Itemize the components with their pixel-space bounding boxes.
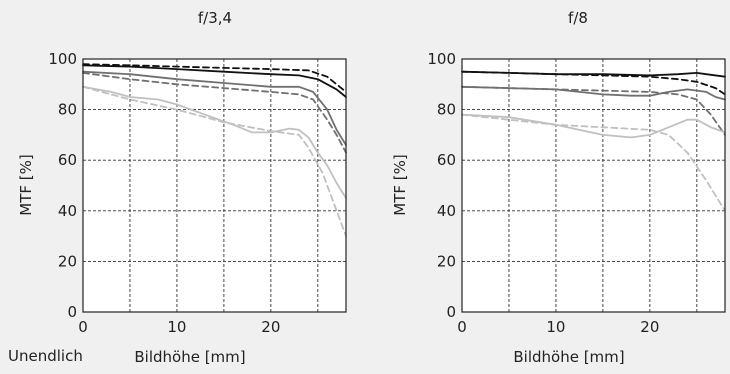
series-line-4 xyxy=(82,85,347,199)
series-line-0 xyxy=(82,63,347,93)
series-line-5 xyxy=(82,85,347,237)
series-line-1 xyxy=(461,70,726,78)
x-tick-label: 0 xyxy=(78,318,88,336)
y-tick-label: 100 xyxy=(48,50,77,68)
x-axis-label: Bildhöhe [mm] xyxy=(513,348,624,366)
y-tick-label: 0 xyxy=(446,303,456,321)
x-axis-label: Bildhöhe [mm] xyxy=(134,348,245,366)
x-tick-label: 10 xyxy=(167,318,186,336)
series-line-3 xyxy=(82,72,347,154)
footer-note-label: Unendlich xyxy=(8,347,83,365)
series-line-1 xyxy=(82,64,347,98)
y-tick-label: 20 xyxy=(437,252,456,270)
y-tick-label: 20 xyxy=(58,252,77,270)
y-tick-label: 80 xyxy=(58,101,77,119)
series-line-3 xyxy=(461,85,726,101)
y-tick-label: 40 xyxy=(437,202,456,220)
series-line-5 xyxy=(461,113,726,139)
y-tick-label: 80 xyxy=(437,101,456,119)
y-tick-label: 40 xyxy=(58,202,77,220)
y-axis-label: MTF [%] xyxy=(17,154,35,215)
chart-title: f/8 xyxy=(568,9,588,27)
plot-area xyxy=(83,59,346,312)
x-tick-label: 20 xyxy=(640,318,659,336)
plot-area xyxy=(462,59,725,312)
y-tick-label: 60 xyxy=(437,151,456,169)
plot-frame xyxy=(82,58,347,313)
x-tick-label: 0 xyxy=(457,318,467,336)
x-tick-label: 10 xyxy=(546,318,565,336)
x-tick-label: 20 xyxy=(261,318,280,336)
chart-title: f/3,4 xyxy=(198,9,232,27)
y-tick-label: 100 xyxy=(427,50,456,68)
series-line-2 xyxy=(82,70,347,146)
y-tick-label: 0 xyxy=(67,303,77,321)
y-axis-label: MTF [%] xyxy=(391,154,409,215)
chart-panel-0: 0 10 20 0 20 40 60 80 100 f/3,4 Bildhöhe [mm] MTF [… xyxy=(17,9,347,366)
plot-frame xyxy=(461,58,726,313)
y-tick-label: 60 xyxy=(58,151,77,169)
chart-panel-1: 0 10 20 0 20 40 60 80 100 f/8 Bildhöhe [mm] MTF [%] xyxy=(391,9,726,366)
series-line-4 xyxy=(461,113,726,212)
